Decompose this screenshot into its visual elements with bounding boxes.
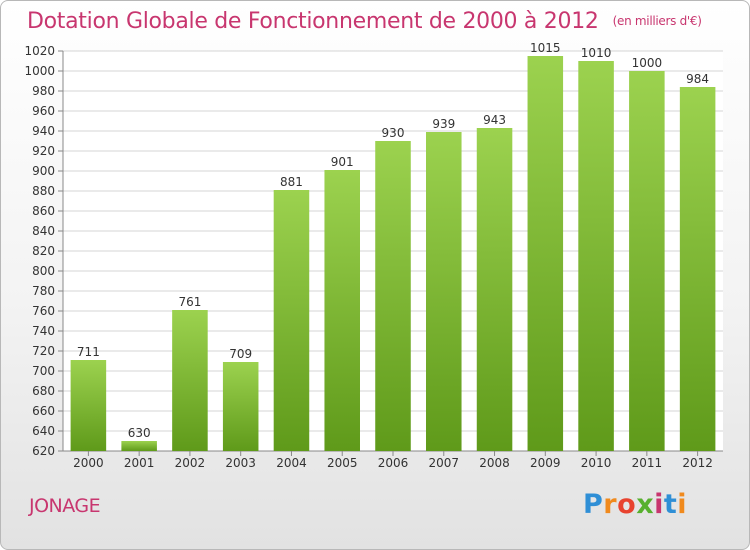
x-tick-label: 2002 [175,456,206,470]
y-tick-label: 880 [32,184,55,198]
x-tick-label: 2001 [124,456,155,470]
x-tick-label: 2012 [682,456,713,470]
bar-value-label: 930 [382,126,405,140]
x-tick-label: 2009 [530,456,561,470]
y-tick-label: 940 [32,124,55,138]
x-tick-label: 2005 [327,456,358,470]
y-tick-label: 640 [32,424,55,438]
chart-title-text: Dotation Globale de Fonctionnement de 20… [27,9,599,34]
bar-2003 [222,362,259,451]
x-tick-label: 2004 [276,456,307,470]
y-tick-label: 1020 [24,44,55,58]
bar-value-label: 761 [178,295,201,309]
x-tick-label: 2011 [632,456,663,470]
bar-2008 [476,128,513,451]
y-tick-label: 820 [32,244,55,258]
chart-title: Dotation Globale de Fonctionnement de 20… [27,9,702,34]
chart-subtitle: (en milliers d'€) [612,14,702,28]
x-tick-label: 2010 [581,456,612,470]
x-tick-label: 2007 [428,456,459,470]
bar-2004 [273,190,310,451]
bar-value-label: 630 [128,426,151,440]
y-tick-label: 740 [32,324,55,338]
bar-2007 [426,132,462,451]
y-tick-label: 680 [32,384,55,398]
y-tick-label: 860 [32,204,55,218]
bar-2000 [70,360,107,451]
bar-value-label: 984 [686,72,709,86]
bar-2001 [121,441,157,451]
x-tick-label: 2008 [479,456,510,470]
y-tick-label: 980 [32,84,55,98]
x-tick-label: 2000 [73,456,104,470]
bar-value-label: 711 [77,345,100,359]
bar-2006 [375,141,411,451]
y-tick-label: 720 [32,344,55,358]
y-tick-label: 1000 [24,64,55,78]
y-tick-label: 800 [32,264,55,278]
bar-2005 [324,170,360,451]
y-tick-label: 900 [32,164,55,178]
bar-value-label: 709 [229,347,252,361]
y-tick-label: 920 [32,144,55,158]
x-tick-label: 2006 [378,456,409,470]
bar-2011 [629,71,665,451]
y-tick-label: 700 [32,364,55,378]
y-tick-label: 620 [32,444,55,458]
y-tick-label: 840 [32,224,55,238]
x-tick-label: 2003 [225,456,256,470]
bar-2002 [172,310,208,451]
commune-name: JONAGE [29,495,101,517]
proxiti-logo: Proxiti [583,489,688,520]
y-tick-label: 760 [32,304,55,318]
bar-value-label: 901 [331,155,354,169]
y-tick-label: 780 [32,284,55,298]
bar-value-label: 1010 [581,46,612,60]
y-tick-label: 660 [32,404,55,418]
bar-2012 [679,87,716,451]
bar-value-label: 943 [483,113,506,127]
bar-2010 [578,61,614,451]
bar-value-label: 939 [432,117,455,131]
bar-value-label: 1000 [632,56,663,70]
bar-value-label: 881 [280,175,303,189]
bar-value-label: 1015 [530,41,561,55]
y-tick-label: 960 [32,104,55,118]
bar-2009 [527,56,564,451]
